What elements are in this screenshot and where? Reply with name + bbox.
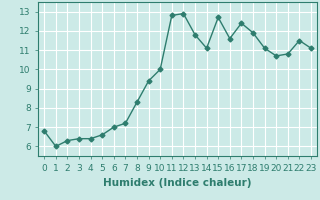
X-axis label: Humidex (Indice chaleur): Humidex (Indice chaleur) [103, 178, 252, 188]
